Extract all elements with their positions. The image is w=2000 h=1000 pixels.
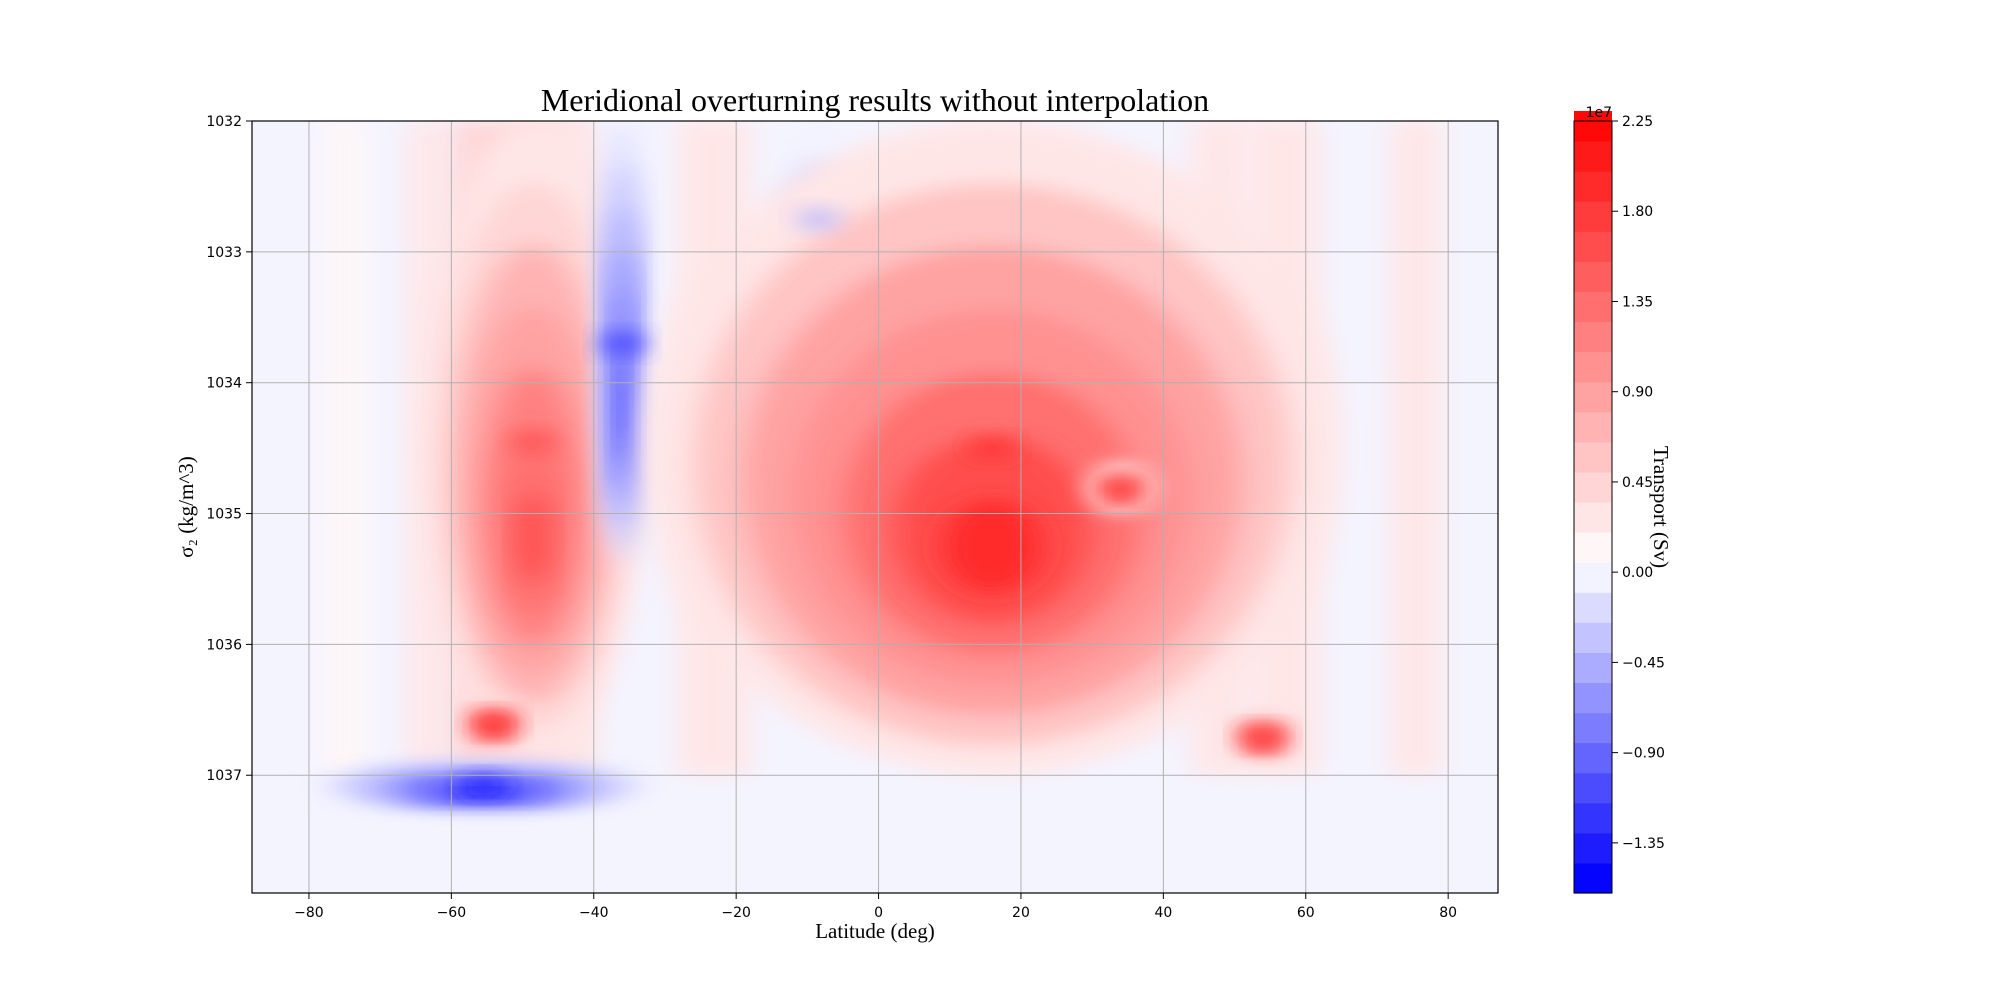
contour-peak — [463, 774, 504, 797]
colorbar-level — [1574, 201, 1612, 232]
chart-title: Meridional overturning results without i… — [541, 82, 1209, 118]
colorbar-level — [1574, 862, 1612, 894]
x-tick-label: −60 — [437, 905, 467, 921]
colorbar-offset-text: 1e7 — [1586, 105, 1612, 121]
contour-peak — [1100, 476, 1141, 499]
y-axis-title: σ₂ (kg/m^3) — [174, 456, 198, 557]
colorbar-frame — [1573, 120, 1613, 894]
x-tick-label: 60 — [1297, 905, 1315, 921]
contour-band — [1391, 121, 1442, 776]
contour-peak — [513, 430, 554, 453]
y-tick-label: 1034 — [206, 376, 242, 392]
colorbar: −1.35−0.90−0.450.000.450.901.351.802.25 … — [1573, 105, 1673, 894]
colorbar-level — [1574, 411, 1612, 443]
colorbar-tick-label: −0.90 — [1622, 746, 1665, 762]
colorbar-ticks: −1.35 −0.90 −0.45 0.00 0.45 0.90 1.35 1.80 2.25 — [1612, 114, 1665, 852]
transport-contours — [323, 121, 1442, 810]
y-tick-label: 1033 — [206, 245, 242, 261]
colorbar-level — [1574, 110, 1612, 142]
colorbar-level — [1574, 141, 1612, 172]
x-tick-label: −80 — [294, 905, 324, 921]
colorbar-title: Transport (Sv) — [1649, 446, 1673, 568]
y-tick-label: 1035 — [206, 507, 242, 523]
colorbar-level — [1574, 231, 1612, 262]
colorbar-level — [1574, 742, 1612, 774]
colorbar-level — [1574, 682, 1612, 714]
colorbar-tick-label: 2.25 — [1622, 114, 1653, 130]
y-tick-label: 1036 — [206, 637, 242, 653]
colorbar-tick-label: −1.35 — [1622, 836, 1665, 852]
contour-level — [517, 491, 550, 584]
colorbar-tick-label: 1.35 — [1622, 294, 1653, 310]
y-tick-label: 1032 — [206, 114, 242, 130]
colorbar-bands — [1574, 110, 1612, 894]
colorbar-level — [1574, 652, 1612, 684]
colorbar-level — [1574, 441, 1612, 473]
contour-band — [323, 121, 366, 776]
x-tick-label: 0 — [874, 905, 883, 921]
colorbar-level — [1574, 562, 1612, 593]
x-tick-label: 40 — [1154, 905, 1172, 921]
colorbar-level — [1574, 802, 1612, 834]
colorbar-level — [1574, 291, 1612, 323]
colorbar-level — [1574, 832, 1612, 864]
colorbar-level — [1574, 171, 1612, 202]
colorbar-tick-label: 0.00 — [1622, 565, 1653, 581]
contour-level — [619, 378, 626, 442]
contour-field — [252, 121, 1498, 893]
x-tick-label: −20 — [721, 905, 751, 921]
y-axis-ticks: 1032 1033 1034 1035 1036 1037 — [206, 114, 252, 784]
colorbar-level — [1574, 351, 1612, 383]
x-tick-label: −40 — [579, 905, 609, 921]
colorbar-level — [1574, 501, 1612, 533]
colorbar-tick-label: 0.45 — [1622, 475, 1653, 491]
y-tick-label: 1037 — [206, 768, 242, 784]
colorbar-level — [1574, 772, 1612, 804]
colorbar-tick-label: 0.90 — [1622, 385, 1653, 401]
contour-peak — [972, 437, 1013, 459]
x-axis-title: Latitude (deg) — [815, 919, 935, 943]
contour-level — [942, 499, 1043, 593]
contour-peak — [474, 712, 515, 734]
plot-area: −80 −60 −40 −20 0 20 40 60 80 103210331034103510… — [206, 114, 1499, 921]
x-axis-ticks: −80 −60 −40 −20 0 20 40 60 80 — [294, 893, 1457, 921]
x-tick-label: 80 — [1439, 905, 1457, 921]
colorbar-level — [1574, 622, 1612, 653]
contour-peak — [602, 332, 643, 355]
colorbar-level — [1574, 261, 1612, 293]
colorbar-level — [1574, 532, 1612, 563]
plot-frame — [251, 120, 1499, 894]
contour-peak — [798, 208, 838, 230]
colorbar-level — [1574, 471, 1612, 503]
colorbar-level — [1574, 712, 1612, 744]
x-tick-label: 20 — [1012, 905, 1030, 921]
colorbar-level — [1574, 321, 1612, 353]
colorbar-tick-label: 1.80 — [1622, 204, 1653, 220]
colorbar-tick-label: −0.45 — [1622, 655, 1665, 671]
colorbar-level — [1574, 381, 1612, 413]
colorbar-level — [1574, 592, 1612, 623]
contour-peak — [1243, 725, 1283, 747]
